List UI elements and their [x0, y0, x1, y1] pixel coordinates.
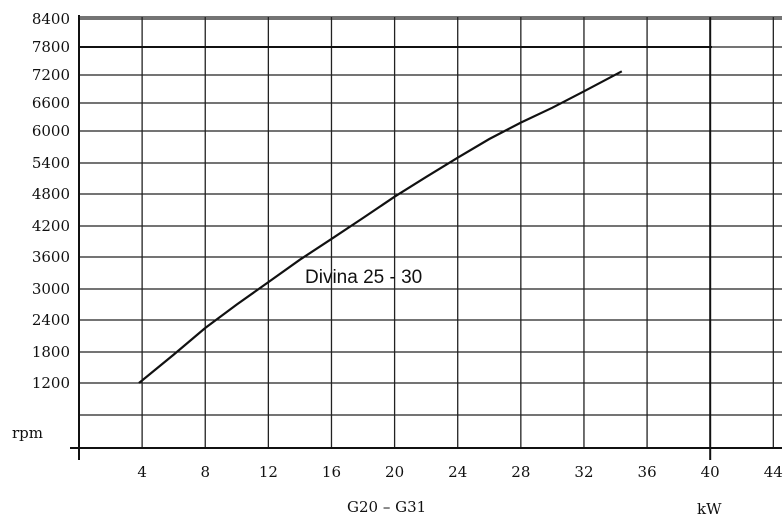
y-tick-label-1200: 1200: [32, 374, 70, 392]
y-axis-label: rpm: [12, 424, 43, 442]
y-tick-label-7800: 7800: [32, 38, 70, 56]
y-tick-label-1800: 1800: [32, 343, 70, 361]
series-line-divina: [138, 70, 623, 384]
y-tick-label-4800: 4800: [32, 185, 70, 203]
x-tick-label-32: 32: [574, 463, 593, 481]
y-tick-label-5400: 5400: [32, 154, 70, 172]
x-axis-label: G20 – G31: [347, 498, 426, 516]
grid-lines: [79, 17, 782, 448]
x-tick-label-36: 36: [638, 463, 657, 481]
y-axis-tick-labels: 1200 1800 2400 3000 3600 4200 4800 5400 6000 6600…: [32, 10, 70, 392]
y-tick-label-7200: 7200: [32, 66, 70, 84]
x-tick-label-28: 28: [511, 463, 530, 481]
y-tick-label-3600: 3600: [32, 248, 70, 266]
x-axis-tick-labels: 4 8 12 16 20 24 28 32 36 40 44: [137, 463, 783, 481]
x-tick-label-20: 20: [385, 463, 404, 481]
x-tick-label-44: 44: [764, 463, 783, 481]
y-tick-label-4200: 4200: [32, 217, 70, 235]
x-axis-unit: kW: [697, 500, 722, 517]
y-tick-label-6000: 6000: [32, 122, 70, 140]
x-tick-label-16: 16: [322, 463, 341, 481]
x-tick-label-8: 8: [200, 463, 210, 481]
y-tick-label-8400: 8400: [32, 10, 70, 28]
x-tick-label-40: 40: [701, 463, 720, 481]
x-tick-label-4: 4: [137, 463, 147, 481]
x-tick-label-24: 24: [448, 463, 467, 481]
axes: [70, 15, 782, 460]
y-tick-label-3000: 3000: [32, 280, 70, 298]
x-tick-label-12: 12: [259, 463, 278, 481]
y-tick-label-6600: 6600: [32, 94, 70, 112]
y-tick-label-2400: 2400: [32, 311, 70, 329]
series-label: Divina 25 - 30: [305, 267, 422, 288]
